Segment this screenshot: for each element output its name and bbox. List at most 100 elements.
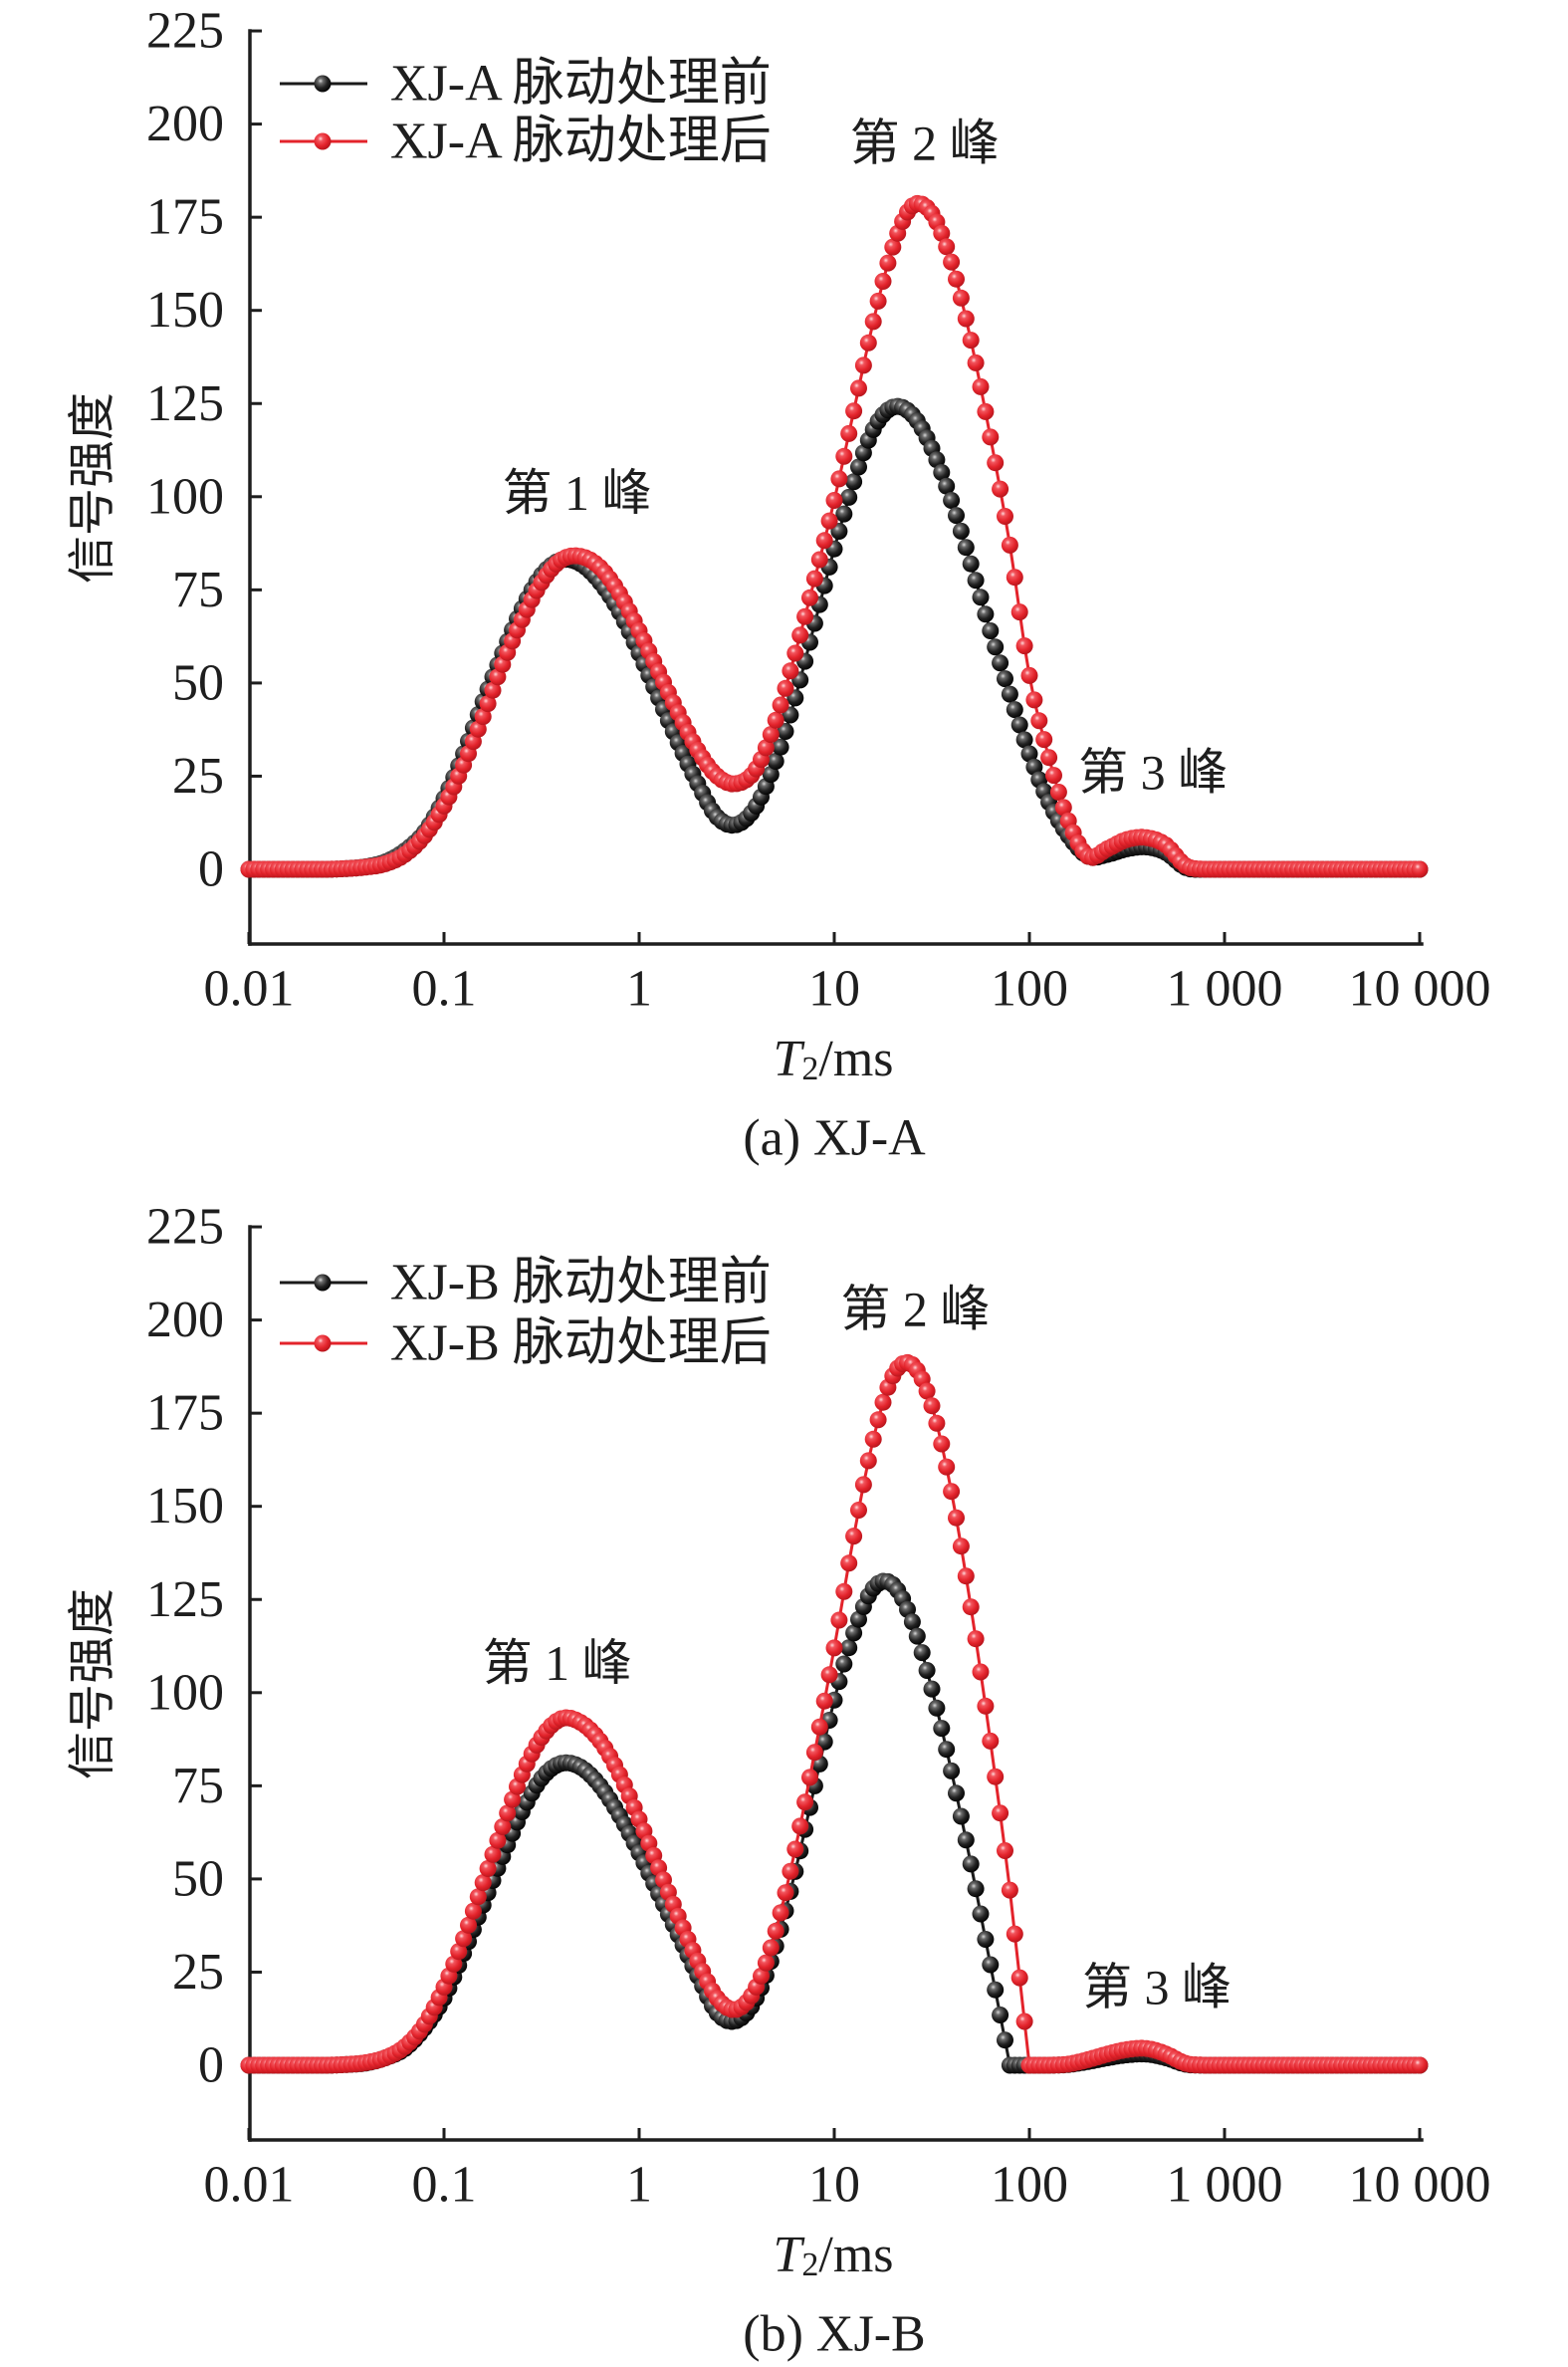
data-point-after (762, 1939, 780, 1957)
data-point-before (933, 464, 951, 481)
data-point-after (825, 492, 843, 509)
data-point-after (499, 1804, 517, 1822)
data-point-after (767, 1922, 784, 1940)
data-point-before (1015, 731, 1033, 749)
y-tick-label: 125 (146, 1571, 224, 1628)
legend-a: XJ-A 脉动处理前 XJ-A 脉动处理后 (280, 56, 772, 170)
x-tick-label: 0.1 (412, 2157, 477, 2214)
data-point-after (948, 270, 965, 288)
data-point-before (845, 473, 863, 491)
data-point-after (943, 1483, 961, 1501)
x-axis-title-unit: /ms (818, 1031, 893, 1087)
data-point-before (967, 572, 985, 590)
series-before (240, 397, 1429, 878)
legend-marker-before (314, 75, 332, 93)
data-point-after (757, 739, 775, 757)
data-point-after (854, 356, 872, 374)
y-tick-label: 75 (172, 562, 224, 618)
data-point-after (1045, 767, 1062, 785)
data-point-before (948, 1784, 965, 1802)
x-axis-title: T2/ms (773, 1031, 893, 1087)
data-point-after (762, 726, 780, 744)
legend-marker-after (314, 132, 332, 150)
data-point-after (1020, 666, 1038, 684)
data-point-after (786, 1840, 804, 1858)
data-point-after (997, 508, 1013, 525)
data-point-after (874, 1393, 892, 1411)
data-point-after (1006, 569, 1023, 587)
y-tick-label: 125 (146, 375, 224, 432)
legend-label-before: XJ-B 脉动处理前 (390, 1255, 772, 1311)
peak-label-1: 第 1 峰 (503, 465, 652, 521)
data-point-after (987, 454, 1005, 472)
chart-caption: (b) XJ-B (743, 2306, 925, 2363)
data-point-after (1035, 731, 1053, 749)
data-point-before (1010, 716, 1028, 734)
data-point-after (962, 1598, 980, 1616)
data-point-after (933, 1435, 951, 1453)
data-point-before (835, 505, 853, 523)
data-point-before (977, 1931, 995, 1948)
data-point-before (982, 1956, 1000, 1974)
data-point-before (850, 458, 867, 476)
data-point-after (777, 1884, 794, 1902)
data-point-after (801, 1769, 818, 1786)
data-point-after (801, 589, 818, 606)
data-point-after (830, 1611, 848, 1629)
data-point-after (943, 253, 961, 271)
data-point-after (474, 708, 492, 726)
data-point-after (484, 681, 502, 699)
axes-a: 0 25 50 75 100 125 150 175 200 225 0.01 0.1 1 10 100 1 … (146, 3, 1491, 1018)
data-point-after (757, 1954, 775, 1972)
series-after (240, 194, 1429, 878)
data-point-after (810, 551, 828, 569)
series-layer-b (240, 1353, 1429, 2074)
data-point-after (1025, 691, 1043, 709)
peak-label-1: 第 1 峰 (483, 1635, 632, 1691)
data-point-after (977, 402, 995, 420)
data-point-after (494, 1818, 512, 1835)
data-point-after (845, 1528, 863, 1545)
data-point-after (923, 1397, 941, 1415)
data-point-after (825, 1639, 843, 1657)
data-point-before (972, 589, 990, 606)
data-point-before (1020, 745, 1038, 763)
x-tick-label: 100 (991, 2157, 1068, 2214)
data-point-before (997, 670, 1013, 688)
data-point-before (928, 451, 946, 469)
data-point-after (982, 1732, 1000, 1750)
x-axis-title-symbol: T (773, 1031, 804, 1087)
data-point-after (489, 1831, 507, 1849)
data-point-after (791, 1817, 809, 1835)
x-tick-label: 1 (626, 961, 652, 1018)
y-tick-label: 50 (172, 1850, 224, 1907)
x-tick-label: 1 (626, 2157, 652, 2214)
x-axis-title-subscript: 2 (801, 2247, 818, 2283)
data-point-after (777, 679, 794, 697)
data-point-after (460, 1916, 477, 1934)
data-point-after (840, 424, 858, 442)
data-point-after (815, 532, 833, 550)
data-point-before (957, 1831, 975, 1849)
y-tick-label: 200 (146, 1292, 224, 1348)
chart-panel-b: 0 25 50 75 100 125 150 175 200 225 0.01 0.1 1 10 100 1 … (67, 1199, 1491, 2363)
data-point-after (864, 313, 882, 331)
data-point-after (455, 1930, 473, 1948)
legend-item-before: XJ-B 脉动处理前 (280, 1255, 772, 1311)
data-point-after (967, 1630, 985, 1648)
legend-label-after: XJ-A 脉动处理后 (390, 114, 772, 170)
y-tick-label: 75 (172, 1758, 224, 1814)
data-point-before (923, 1680, 941, 1698)
data-point-after (772, 696, 789, 714)
data-point-after (782, 662, 799, 680)
x-axis-title-subscript: 2 (801, 1051, 818, 1087)
x-tick-label: 10 000 (1349, 961, 1491, 1018)
data-point-after (938, 238, 956, 256)
x-axis-title-symbol: T (773, 2227, 804, 2283)
data-point-after (1010, 1969, 1028, 1987)
data-point-before (777, 723, 794, 740)
data-point-after (967, 354, 985, 371)
legend-b: XJ-B 脉动处理前 XJ-B 脉动处理后 (280, 1255, 772, 1372)
x-tick-label: 1 000 (1167, 961, 1283, 1018)
data-point-after (933, 224, 951, 242)
